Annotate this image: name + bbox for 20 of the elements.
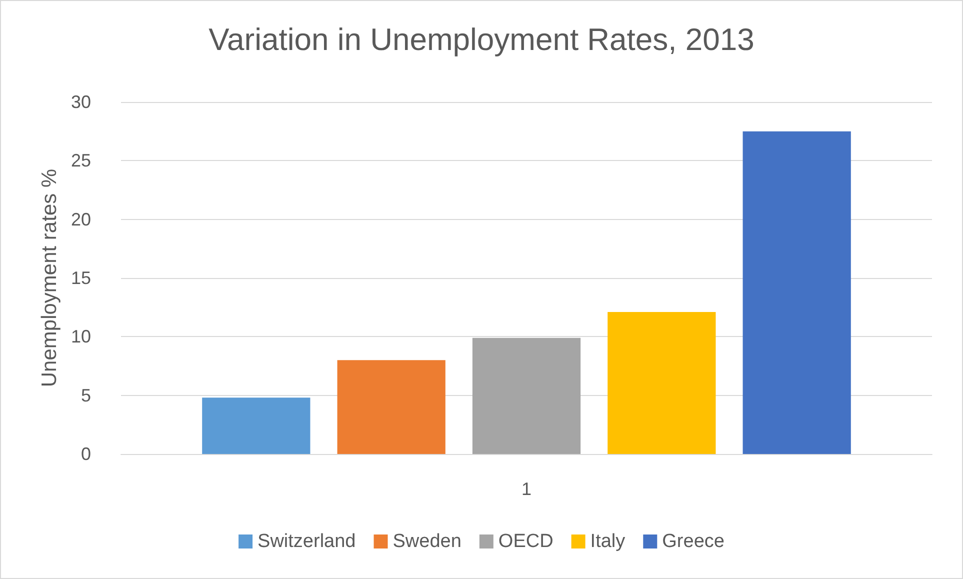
bar [202, 398, 310, 454]
x-tick-label: 1 [521, 479, 532, 499]
legend-label: Sweden [392, 531, 462, 552]
y-tick-label: 15 [70, 268, 91, 288]
legend-label: Italy [590, 531, 626, 552]
bar [742, 131, 851, 454]
legend-label: Greece [662, 531, 724, 552]
y-tick-label: 25 [70, 150, 91, 171]
bar [337, 360, 446, 454]
y-tick-label: 20 [70, 209, 91, 230]
chart-title: Variation in Unemployment Rates, 2013 [208, 22, 754, 57]
y-tick-label: 30 [70, 92, 91, 112]
legend-label: OECD [498, 531, 554, 552]
y-tick-label: 10 [70, 326, 91, 347]
legend-label: Switzerland [258, 531, 356, 552]
y-tick-label: 5 [80, 385, 91, 406]
bar [472, 338, 581, 454]
bar [608, 312, 716, 454]
y-axis-title: Unemployment rates % [38, 168, 62, 388]
y-tick-label: 0 [80, 444, 91, 464]
